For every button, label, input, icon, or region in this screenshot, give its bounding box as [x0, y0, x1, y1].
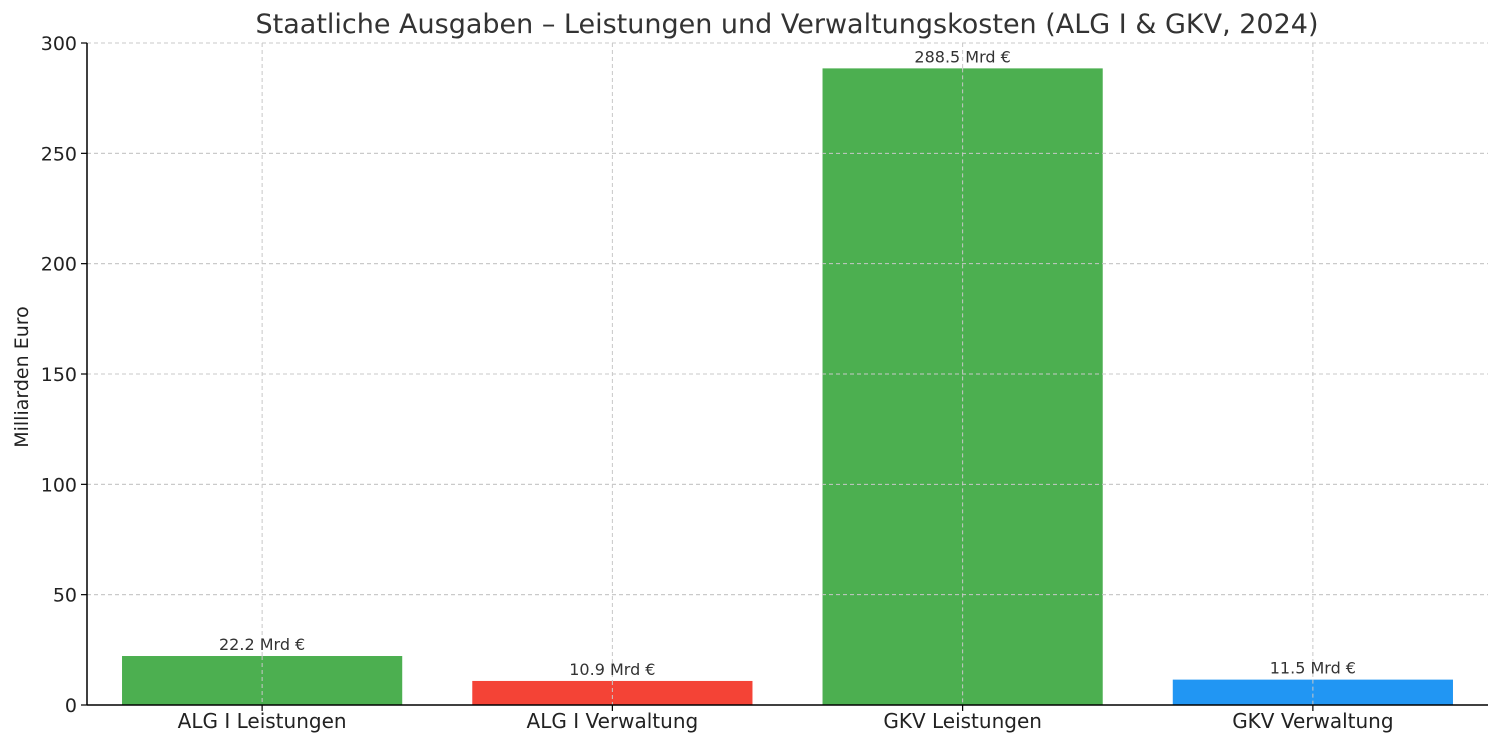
chart-title: Staatliche Ausgaben – Leistungen und Ver…	[256, 9, 1319, 40]
y-tick-label: 0	[65, 695, 77, 717]
bar-data-label: 10.9 Mrd €	[569, 660, 655, 679]
bar-data-label: 22.2 Mrd €	[219, 635, 305, 654]
x-category-label: GKV Verwaltung	[1232, 709, 1393, 733]
x-category-label: ALG I Verwaltung	[527, 709, 699, 733]
y-tick-label: 200	[41, 254, 77, 276]
y-tick-label: 300	[41, 33, 77, 55]
axes	[81, 42, 1488, 711]
y-tick-label: 100	[41, 474, 77, 496]
y-tick-label: 150	[41, 364, 77, 386]
y-axis-label: Milliarden Euro	[11, 306, 33, 448]
bar	[472, 680, 753, 705]
x-category-label: GKV Leistungen	[883, 709, 1042, 733]
y-tick-label: 50	[53, 585, 77, 607]
bars	[87, 42, 1488, 706]
x-category-label: ALG I Leistungen	[178, 709, 347, 733]
y-tick-label: 250	[41, 143, 77, 165]
labels: 0 50 100 150 200 250 300 22.2 Mrd € ALG I Leistu…	[41, 33, 1394, 733]
bar-data-label: 288.5 Mrd €	[914, 47, 1010, 66]
bar-data-label: 11.5 Mrd €	[1270, 659, 1356, 678]
